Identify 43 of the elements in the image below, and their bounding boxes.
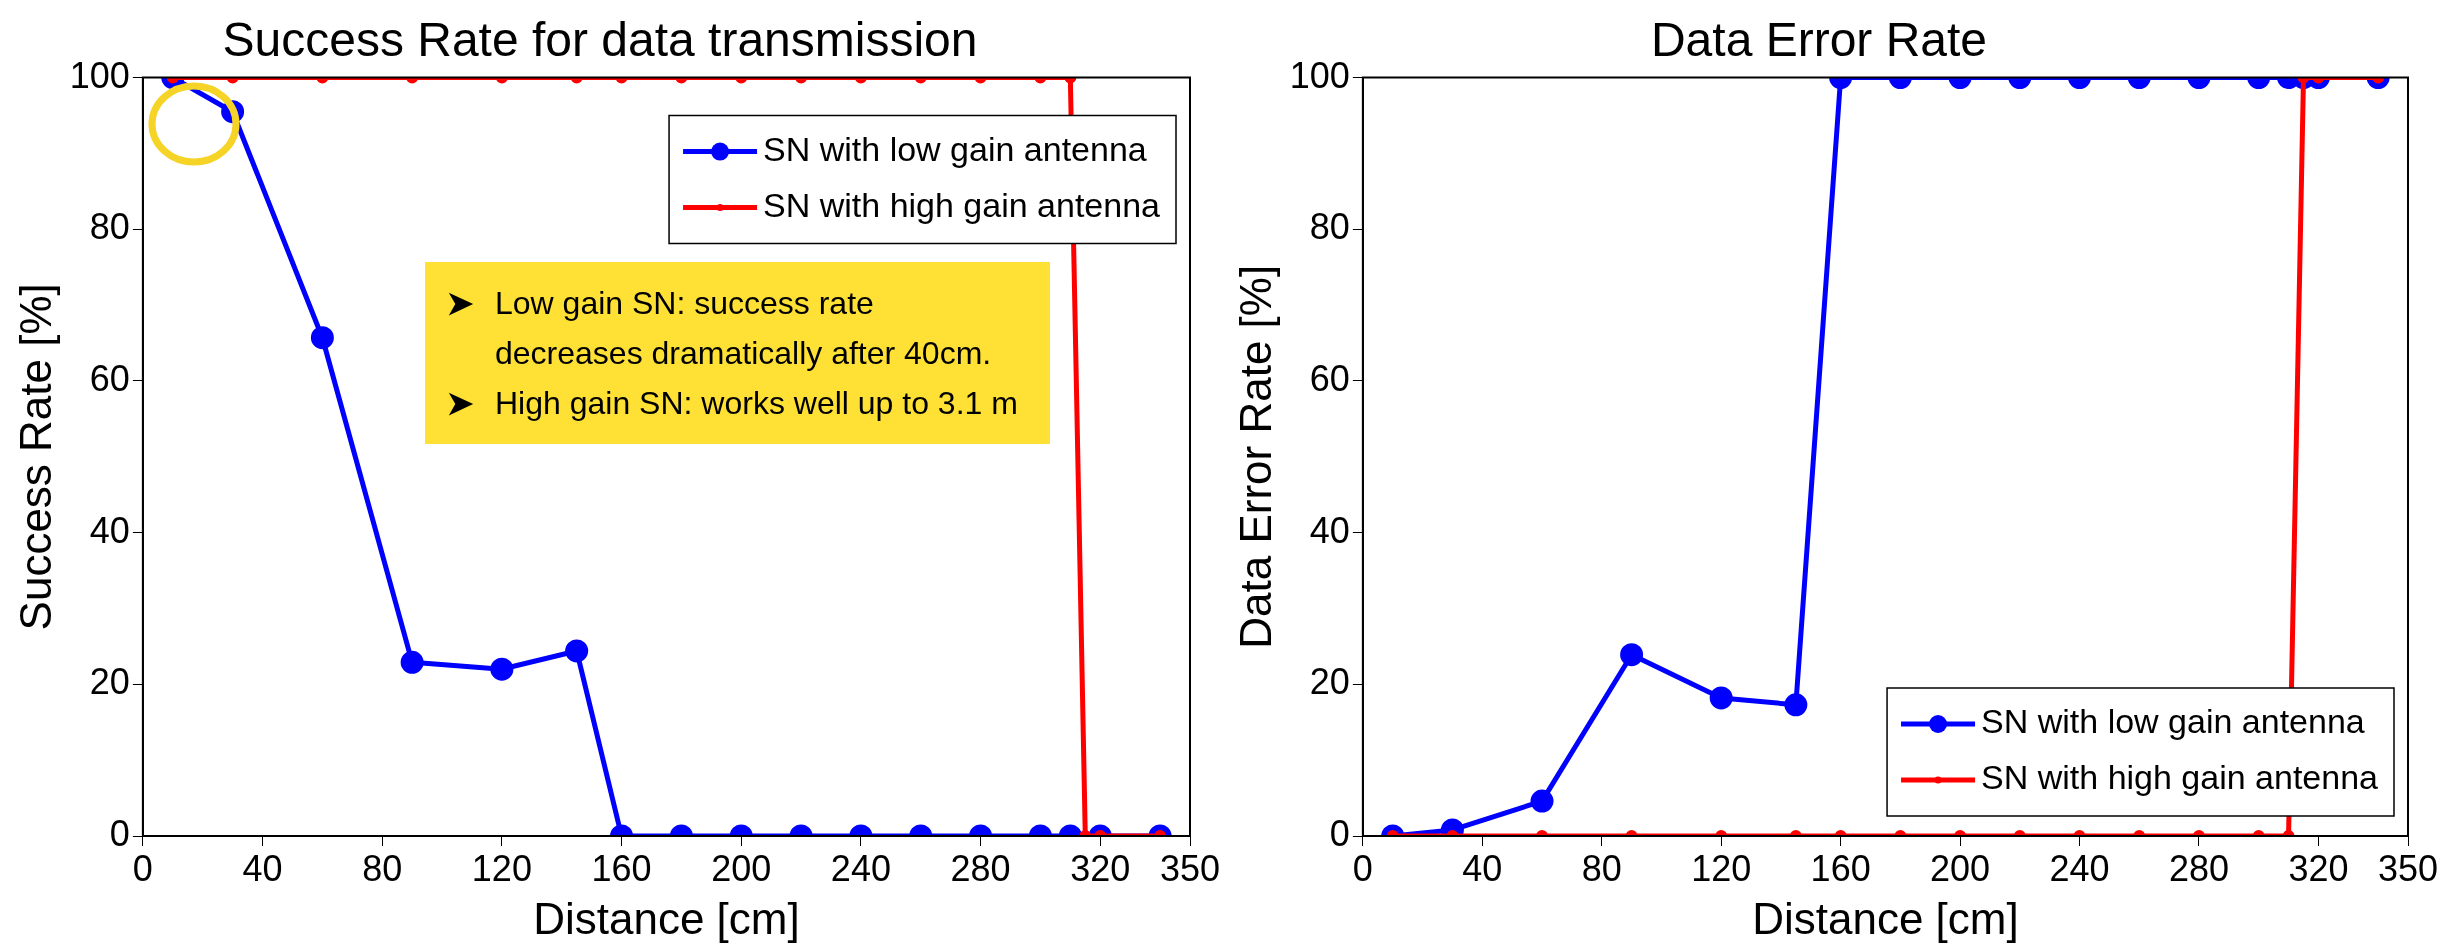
y-tick-label: 40 xyxy=(89,509,130,551)
annotation: Low gain SN: success rate decreases dramatically after 40cm. xyxy=(495,284,993,373)
callout-box: Low gain SN: success rate decreases dramatically after 40cm. High gain SN: works well up to 3.1 m xyxy=(425,262,1050,444)
y-tick-label: 100 xyxy=(69,54,130,96)
x-tick-label: 280 xyxy=(2168,847,2230,889)
x-tick-label: 350 xyxy=(1159,847,1221,889)
x-tick-label: 120 xyxy=(471,847,532,889)
y-tick-label: 0 xyxy=(109,812,130,854)
x-tick-label: 280 xyxy=(950,847,1011,889)
x-tick-label: 80 xyxy=(1581,847,1622,889)
x-tick-label: 80 xyxy=(362,847,403,889)
y-tick-label: 100 xyxy=(1289,54,1350,96)
x-tick-label: 40 xyxy=(1462,847,1503,889)
x-axis-title: Distance [cm] xyxy=(533,893,800,943)
y-tick-label: 60 xyxy=(89,357,130,399)
y-tick-label: 80 xyxy=(1309,206,1350,248)
x-tick-label: 40 xyxy=(242,847,283,889)
x-tick-label: 350 xyxy=(2377,847,2439,889)
y-tick-label: 40 xyxy=(1309,509,1350,551)
x-tick-label: 240 xyxy=(2049,847,2110,889)
annotation: High gain SN: works well up to 3.1 m xyxy=(495,384,1018,423)
x-tick-label: 160 xyxy=(1810,847,1871,889)
y-axis-title: Data Error Rate [%] xyxy=(1230,264,1280,649)
y-tick-label: 80 xyxy=(89,206,130,248)
x-tick-label: 320 xyxy=(2288,847,2349,889)
x-tick-label: 240 xyxy=(830,847,891,889)
y-axis-title: Success Rate [%] xyxy=(10,283,60,631)
chart-title: Success Rate for data transmission xyxy=(222,13,978,67)
y-tick-label: 20 xyxy=(1309,661,1350,703)
legend-label: SN with high gain antenna xyxy=(763,185,1161,224)
x-tick-label: 200 xyxy=(1930,847,1991,889)
legend-label: SN with high gain antenna xyxy=(1981,758,2379,797)
y-tick-label: 60 xyxy=(1309,357,1350,399)
x-tick-label: 120 xyxy=(1691,847,1752,889)
chart-title: Data Error Rate xyxy=(1650,13,1988,67)
x-tick-label: 320 xyxy=(1070,847,1131,889)
x-axis-title: Distance [cm] xyxy=(1752,893,2019,943)
y-tick-label: 0 xyxy=(1329,812,1350,854)
legend-label: SN with low gain antenna xyxy=(763,129,1147,168)
x-tick-label: 200 xyxy=(711,847,772,889)
x-tick-label: 160 xyxy=(591,847,652,889)
legend-label: SN with low gain antenna xyxy=(1981,702,2365,741)
y-tick-label: 20 xyxy=(89,661,130,703)
